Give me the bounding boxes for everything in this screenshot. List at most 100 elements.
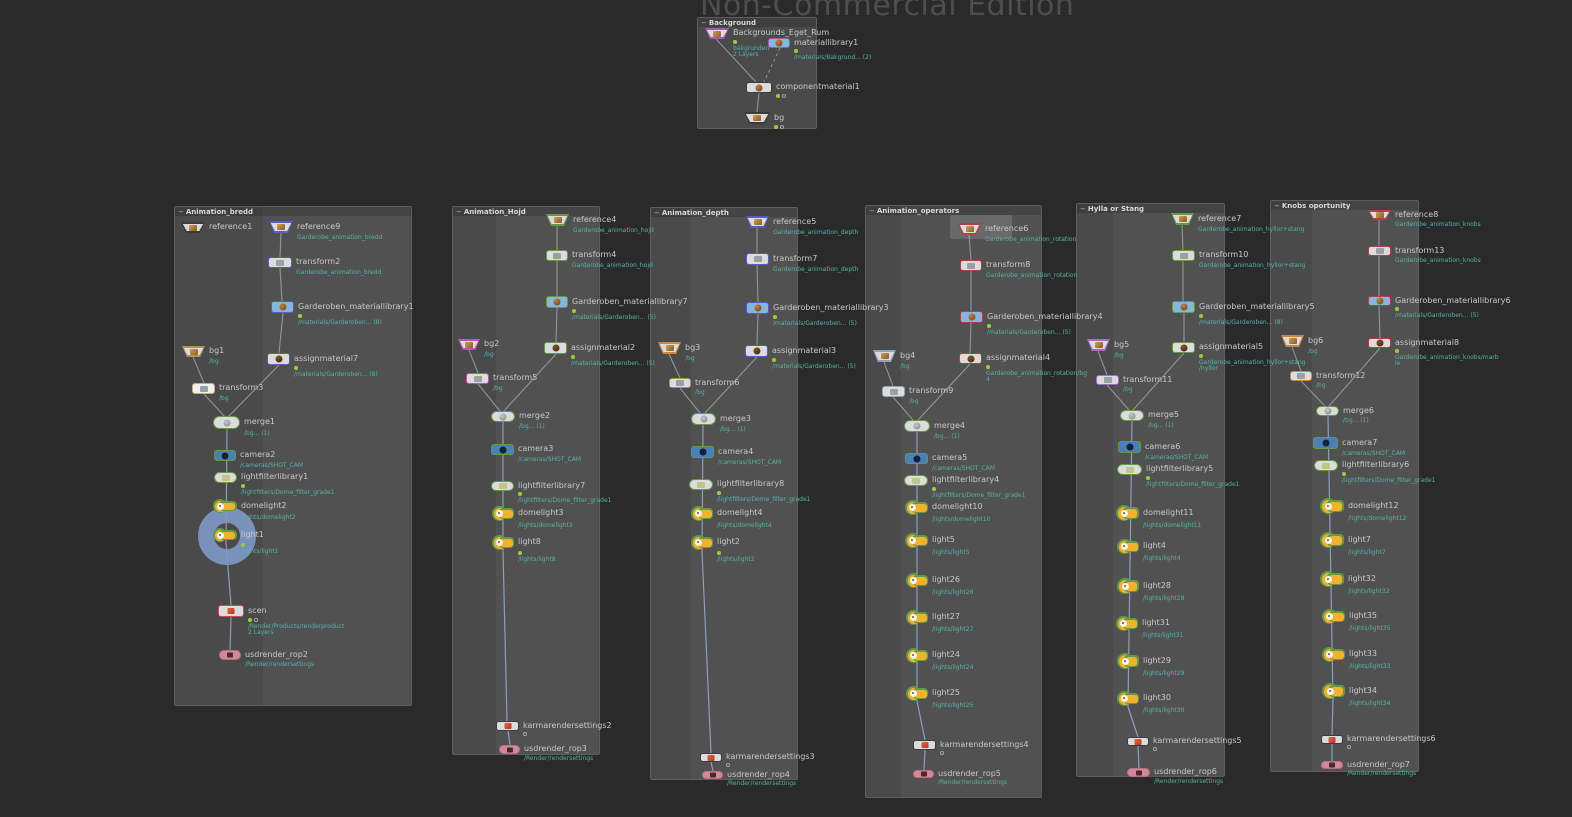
node-scen[interactable] [218,605,244,617]
node-assignmaterial3[interactable] [745,345,768,357]
wire[interactable] [1132,352,1185,411]
node-camera4[interactable] [691,446,714,458]
display-flag-dot[interactable] [241,484,245,488]
netbox-header[interactable]: − Animation_operators [866,206,1041,215]
node-bg4[interactable] [873,350,896,362]
node-bg5[interactable] [1087,339,1110,351]
wire[interactable] [555,307,558,343]
node-camera6[interactable] [1118,441,1141,453]
display-flag-dot[interactable] [773,315,777,319]
wire[interactable] [468,349,479,374]
node-light34[interactable] [1322,683,1345,699]
node-usdrender_rop3[interactable] [499,745,520,754]
node-reference1[interactable] [181,222,205,233]
node-garderoben_materiallibrary5[interactable] [1172,301,1195,313]
wire[interactable] [229,616,232,651]
node-reference7[interactable] [1171,213,1194,225]
node-domelight4[interactable] [691,506,713,521]
wire[interactable] [883,361,894,387]
display-flag-dot[interactable] [772,358,776,362]
netbox-header[interactable]: − Knobs oportunity [1271,201,1418,210]
node-backgrounds_eget_rum[interactable] [705,28,729,39]
collapse-icon[interactable]: − [701,18,707,27]
node-usdrender_rop2[interactable] [219,650,241,660]
wire[interactable] [704,356,758,414]
display-flag-dot[interactable] [1199,354,1203,358]
netbox-header[interactable]: − Animation_Hojd [453,207,599,216]
display-flag-dot[interactable] [932,487,936,491]
node-transform5[interactable] [466,373,489,384]
wire[interactable] [192,356,205,384]
node-transform8[interactable] [960,260,982,271]
node-transform6[interactable] [669,378,691,388]
node-merge6[interactable] [1316,406,1339,416]
node-reference8[interactable] [1368,210,1391,220]
node-componentmaterial1[interactable] [746,82,772,93]
netbox-header[interactable]: − Animation_depth [651,208,797,217]
display-flag-dot[interactable] [774,125,778,129]
node-garderoben_materiallibrary4[interactable] [960,311,983,323]
node-light29[interactable] [1117,653,1139,669]
node-lightfilterlibrary8[interactable] [689,479,713,490]
node-garderoben_materiallibrary3[interactable] [746,302,769,314]
node-light1[interactable] [213,528,237,542]
wire[interactable] [477,383,501,412]
node-transform7[interactable] [746,253,769,265]
node-bg1[interactable] [182,346,205,357]
node-garderoben_materiallibrary7[interactable] [546,296,568,308]
node-usdrender_rop7[interactable] [1321,761,1343,769]
node-light4[interactable] [1117,539,1139,554]
wire[interactable] [1378,305,1381,339]
node-assignmaterial8[interactable] [1368,338,1391,348]
wire[interactable] [916,700,926,741]
node-merge3[interactable] [691,413,716,425]
wire[interactable] [225,428,228,544]
node-karmarendersettings3[interactable] [700,753,722,762]
node-reference5[interactable] [746,216,769,228]
node-lightfilterlibrary7[interactable] [491,481,514,491]
node-light32[interactable] [1320,571,1344,587]
node-karmarendersettings6[interactable] [1321,735,1343,744]
netbox-header[interactable]: − Hylla or Stang [1077,204,1224,213]
collapse-icon[interactable]: − [1080,204,1086,213]
node-reference6[interactable] [958,223,981,235]
wire[interactable] [715,38,757,83]
node-assignmaterial7[interactable] [267,353,290,365]
wire[interactable] [278,312,284,354]
wire[interactable] [1331,699,1334,736]
node-light31[interactable] [1116,616,1138,631]
display-flag-dot[interactable] [733,40,737,44]
display-flag-dot[interactable] [1395,307,1399,311]
node-usdrender_rop6[interactable] [1127,768,1150,777]
secondary-flag-dot[interactable] [523,732,527,736]
display-flag-dot[interactable] [986,365,990,369]
wire[interactable] [279,267,283,302]
display-flag-dot[interactable] [1146,476,1150,480]
node-transform4[interactable] [546,250,568,261]
node-karmarendersettings2[interactable] [496,721,519,731]
secondary-flag-dot[interactable] [254,618,258,622]
node-materiallibrary1[interactable] [768,38,790,48]
node-light33[interactable] [1322,647,1345,662]
node-domelight10[interactable] [905,500,928,515]
wire[interactable] [203,393,226,418]
secondary-flag-dot[interactable] [782,94,786,98]
node-camera2[interactable] [214,450,236,461]
display-flag-dot[interactable] [241,543,245,547]
netbox-header[interactable]: − Background [698,18,816,27]
wire[interactable] [763,47,781,83]
secondary-flag-dot[interactable] [940,751,944,755]
node-merge4[interactable] [904,420,930,432]
node-merge5[interactable] [1120,410,1144,421]
node-transform2[interactable] [268,257,292,268]
node-light25[interactable] [906,686,928,701]
node-bg2[interactable] [458,339,480,350]
node-bg6[interactable] [1281,335,1304,347]
wire[interactable] [1300,380,1326,407]
display-flag-dot[interactable] [572,309,576,313]
node-light35[interactable] [1322,609,1345,624]
node-merge2[interactable] [491,411,515,422]
node-transform3[interactable] [192,383,215,394]
display-flag-dot[interactable] [717,551,721,555]
